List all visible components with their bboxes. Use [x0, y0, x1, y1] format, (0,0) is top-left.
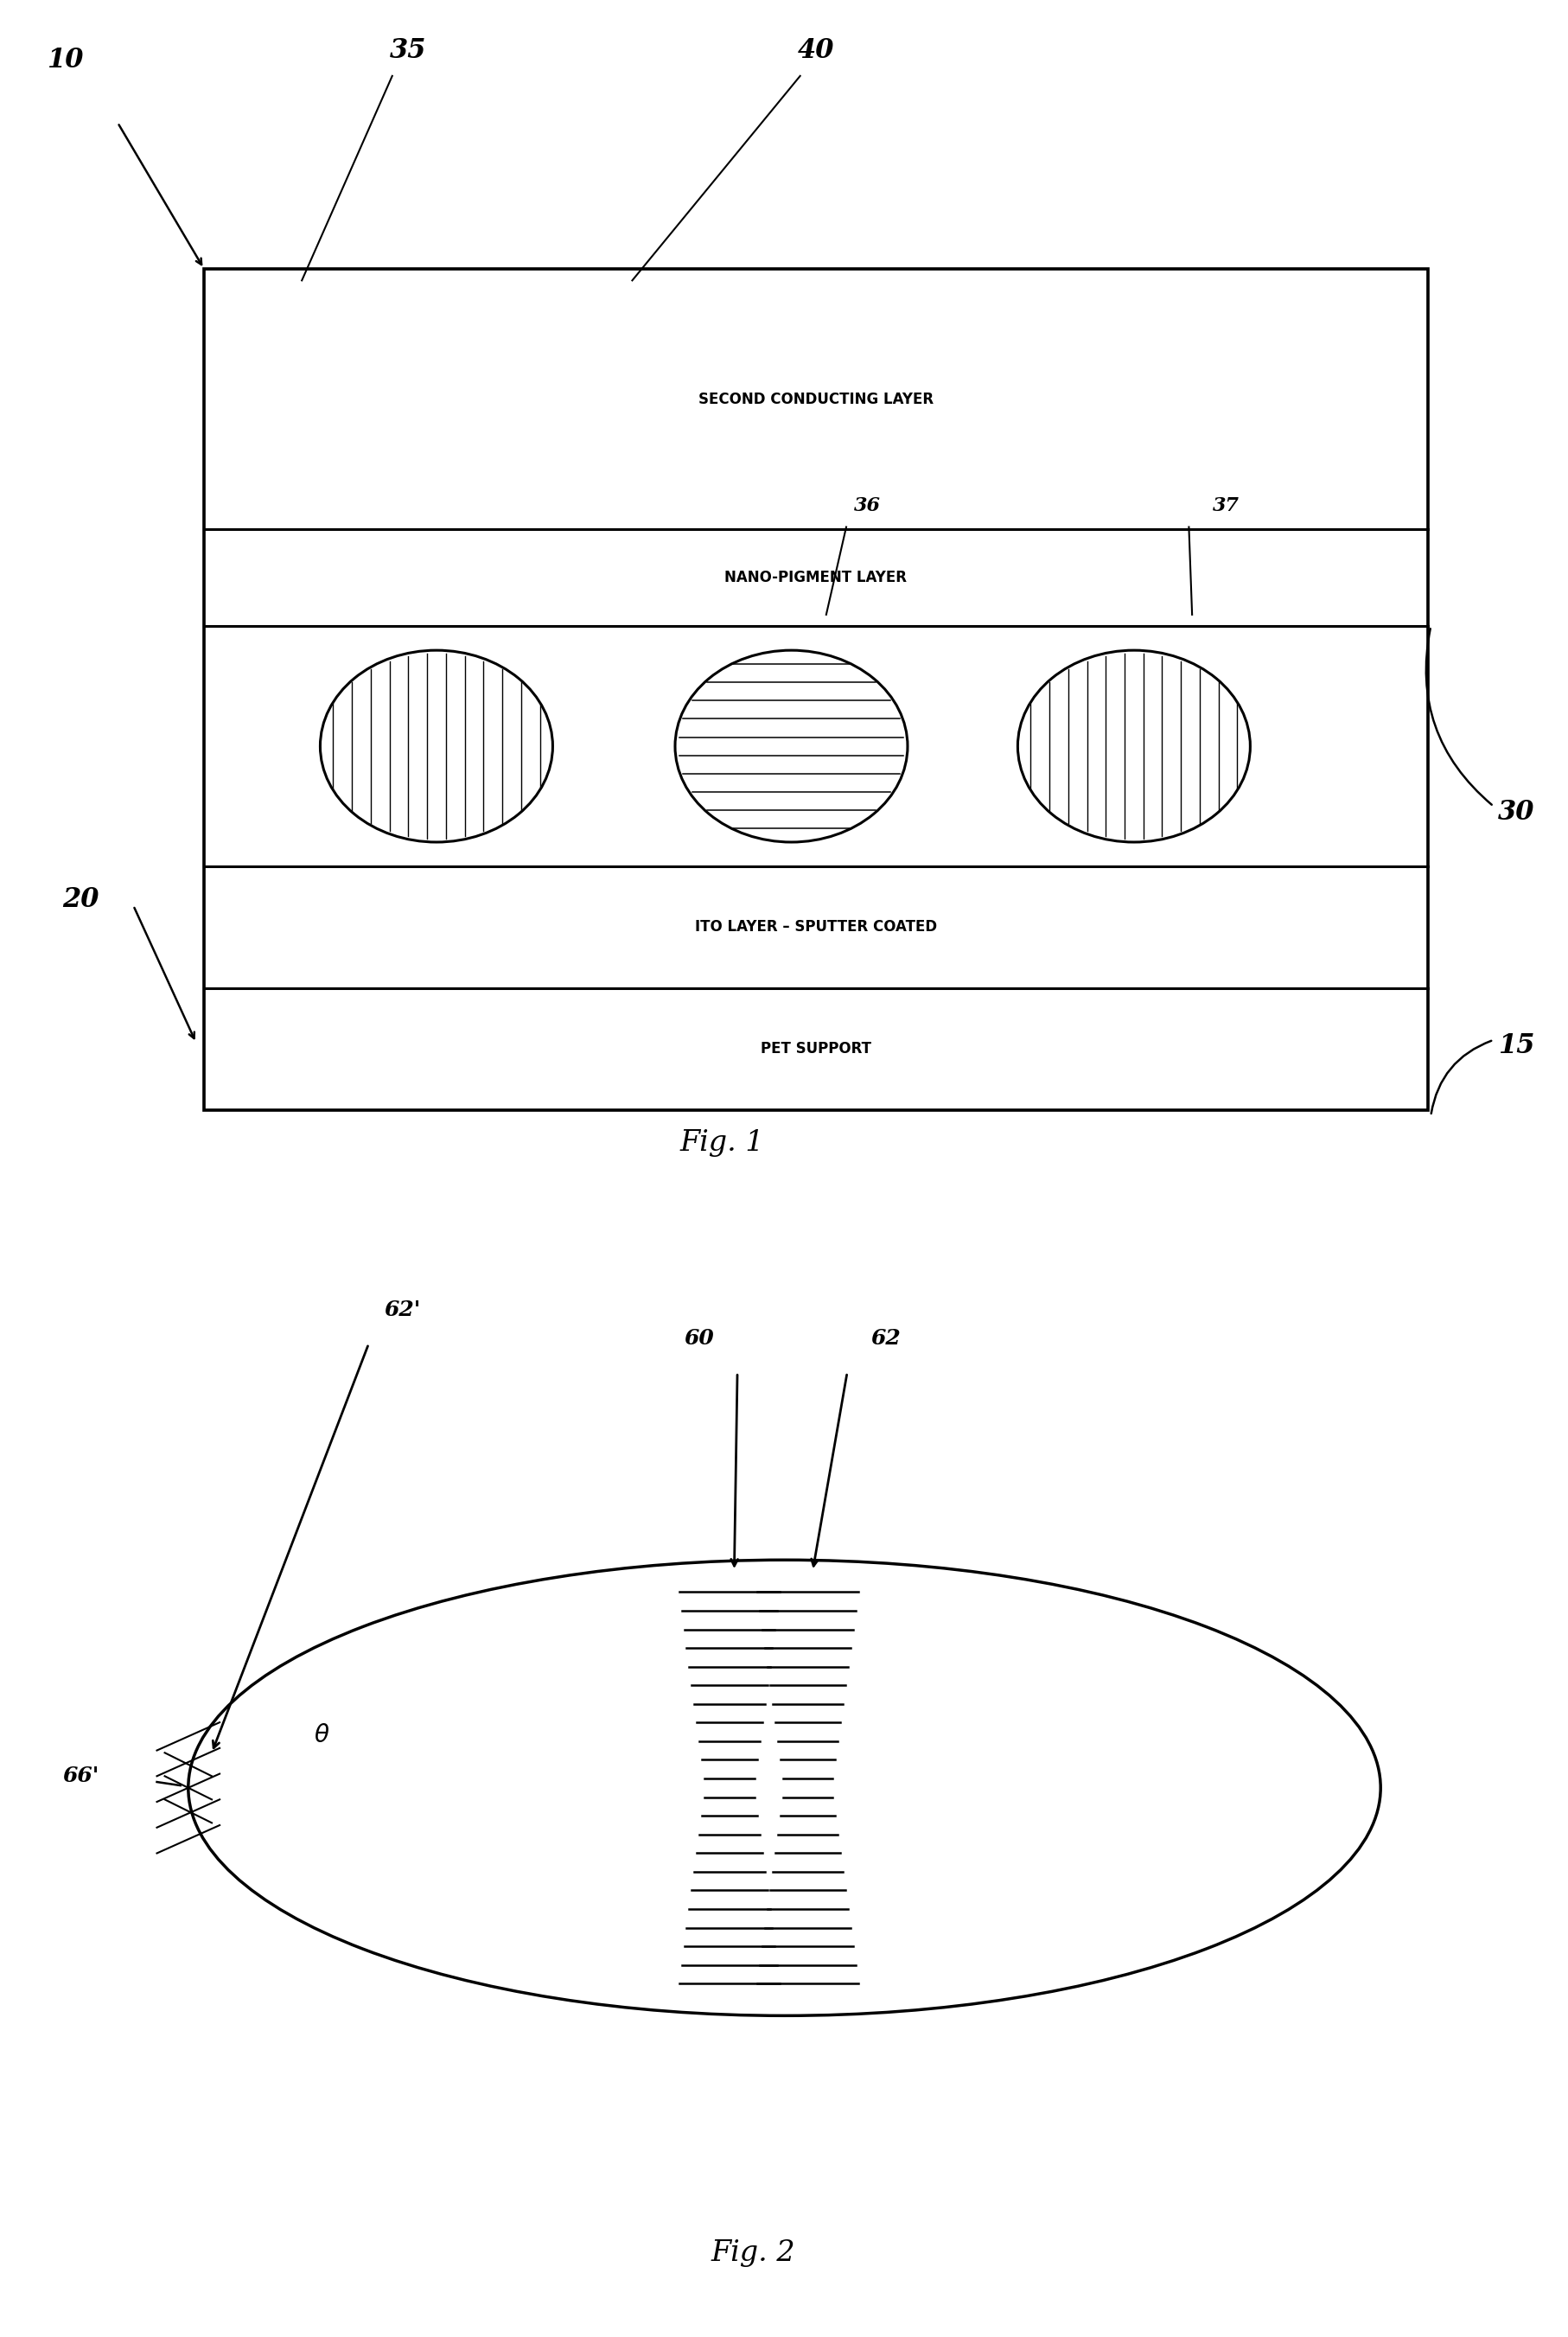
Text: 10: 10 — [47, 47, 83, 72]
Text: 66': 66' — [63, 1767, 99, 1785]
Text: 15: 15 — [1497, 1033, 1534, 1059]
Text: Fig. 1: Fig. 1 — [679, 1129, 764, 1157]
Ellipse shape — [1018, 650, 1250, 841]
Text: 40: 40 — [797, 37, 834, 63]
Text: $\theta$: $\theta$ — [314, 1722, 329, 1748]
Text: ITO LAYER – SPUTTER COATED: ITO LAYER – SPUTTER COATED — [695, 918, 936, 935]
Text: 30: 30 — [1497, 799, 1534, 825]
Text: PET SUPPORT: PET SUPPORT — [760, 1042, 870, 1056]
Text: 37: 37 — [1212, 495, 1239, 516]
Text: NANO-PIGMENT LAYER: NANO-PIGMENT LAYER — [724, 570, 906, 587]
Bar — [204, 269, 1427, 1110]
Text: 62': 62' — [384, 1299, 420, 1320]
Ellipse shape — [188, 1561, 1380, 2014]
Text: 20: 20 — [63, 886, 99, 914]
Text: 60: 60 — [684, 1327, 713, 1348]
Ellipse shape — [674, 650, 906, 841]
Text: 35: 35 — [389, 37, 426, 63]
Text: Fig. 2: Fig. 2 — [710, 2239, 795, 2267]
Ellipse shape — [320, 650, 552, 841]
Text: SECOND CONDUCTING LAYER: SECOND CONDUCTING LAYER — [698, 390, 933, 407]
Text: 36: 36 — [853, 495, 880, 516]
Text: 62: 62 — [870, 1327, 900, 1348]
